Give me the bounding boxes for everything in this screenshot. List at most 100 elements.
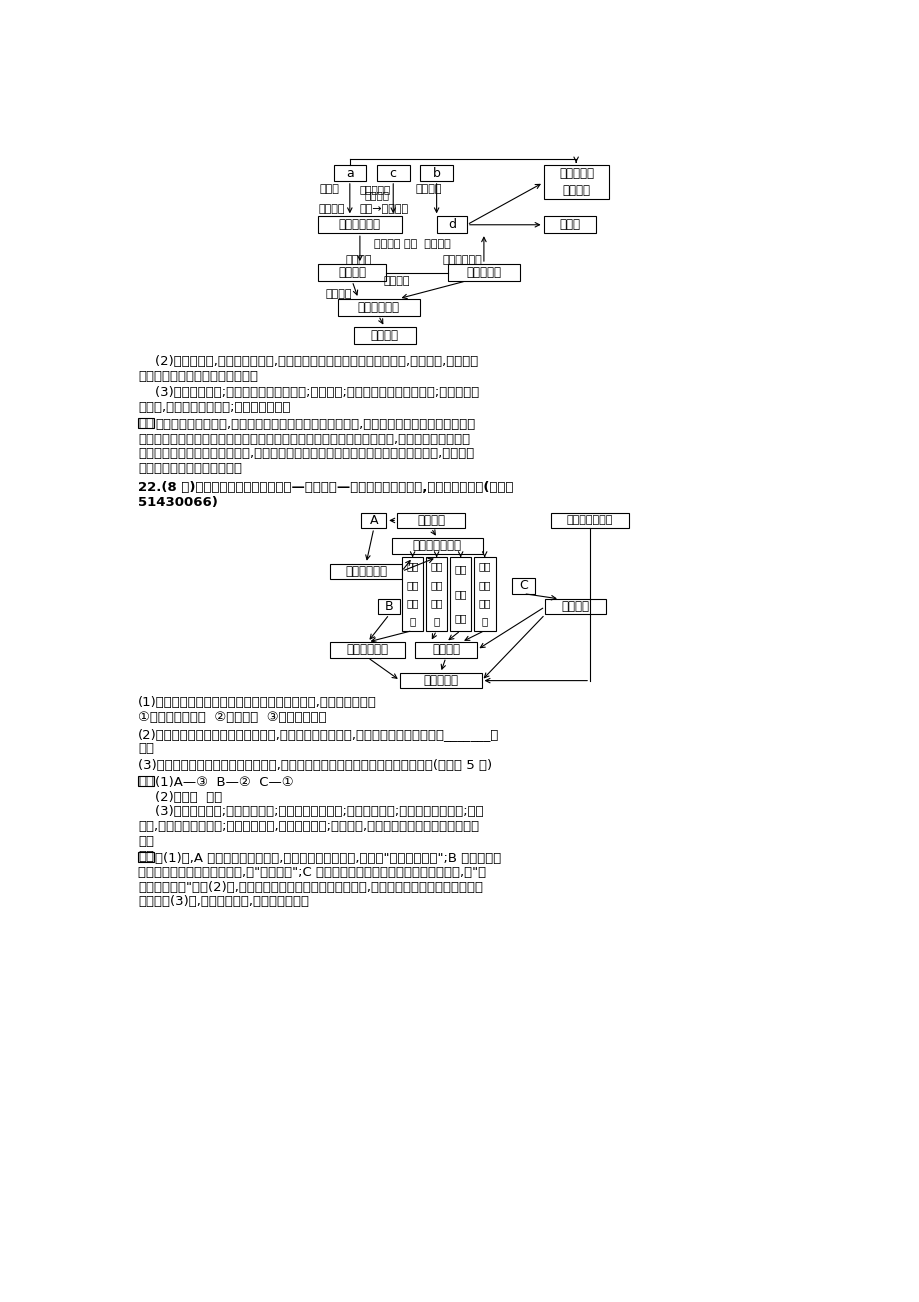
Text: 能源消费量增加: 能源消费量增加	[413, 539, 461, 552]
Bar	[402, 557, 423, 630]
Text: (3)针对图示生态环境问题产生的原因,请你为该地区可持续发展提出合理化建议。(至少答 5 点): (3)针对图示生态环境问题产生的原因,请你为该地区可持续发展提出合理化建议。(至…	[138, 759, 492, 772]
Bar	[473, 557, 495, 630]
Text: 草地超载放牧: 草地超载放牧	[346, 643, 388, 656]
Text: 第(1)题,A 处为人口增加引起的,将导致购煤能力下降,因此为"平均收入减少";B 处是秸秆燃: 第(1)题,A 处为人口增加引起的,将导致购煤能力下降,因此为"平均收入减少";…	[155, 852, 501, 865]
Bar	[543, 216, 596, 233]
Text: 答案: 答案	[138, 775, 153, 788]
Text: 加: 加	[409, 616, 415, 626]
Text: 国际贸易: 国际贸易	[382, 276, 409, 285]
Text: (1)将下列有关内容的数字代号填入相应的空格中,使关联图成立。: (1)将下列有关内容的数字代号填入相应的空格中,使关联图成立。	[138, 697, 377, 710]
Bar	[420, 165, 452, 181]
Text: 煤燃: 煤燃	[454, 565, 467, 574]
Text: 购煤能力下降: 购煤能力下降	[345, 565, 387, 578]
Bar	[334, 165, 366, 181]
Bar	[330, 564, 402, 579]
Bar	[330, 642, 404, 658]
Text: 经济活动: 经济活动	[346, 255, 372, 264]
Bar	[318, 264, 386, 281]
Text: ①耕地生产力下降  ②草场退化  ③平均收入减少: ①耕地生产力下降 ②草场退化 ③平均收入减少	[138, 711, 326, 724]
Bar	[511, 578, 535, 594]
Text: 燃烧: 燃烧	[478, 579, 491, 590]
Text: 放废弃物超过了环境的自净能力。: 放废弃物超过了环境的自净能力。	[138, 370, 258, 383]
Bar	[338, 298, 419, 315]
Text: 环境恶化原因的分析,应从自然原因和人为原因两方面分析,但人为原因是主要的。人类在消: 环境恶化原因的分析,应从自然原因和人为原因两方面分析,但人为原因是主要的。人类在…	[155, 418, 475, 431]
Text: 化学物质: 化学物质	[318, 204, 345, 214]
Text: 51430066): 51430066)	[138, 496, 218, 509]
Text: 成原因中的人为因素来回答。: 成原因中的人为因素来回答。	[138, 462, 242, 475]
Text: B: B	[385, 600, 393, 613]
Text: 危、灭绝: 危、灭绝	[562, 185, 590, 198]
Bar	[361, 513, 386, 529]
Text: 地生产力下降"。第(2)题,图中信息提示该地区为我国西部地区,可以发展太阳能和风能等可再生: 地生产力下降"。第(2)题,图中信息提示该地区为我国西部地区,可以发展太阳能和风…	[138, 881, 482, 893]
Bar	[397, 513, 465, 529]
Text: 海洋污染: 海洋污染	[370, 329, 398, 342]
Text: 增加: 增加	[454, 613, 467, 624]
Bar	[448, 264, 519, 281]
Text: 秸秆: 秸秆	[406, 561, 418, 572]
Text: d: d	[448, 219, 456, 232]
Text: 林木减少: 林木减少	[431, 643, 460, 656]
Bar	[391, 538, 482, 553]
Text: (3)控制人口数量;提高人口素质;提高农业生产技术;退耕还林还草;调整能源消费结构;人工: (3)控制人口数量;提高人口素质;提高农业生产技术;退耕还林还草;调整能源消费结…	[138, 806, 483, 819]
Text: 开垦荒地: 开垦荒地	[561, 600, 589, 613]
Text: 能源。第(3)题,为开放性题目,答案合理即可。: 能源。第(3)题,为开放性题目,答案合理即可。	[138, 896, 309, 909]
Text: 量增: 量增	[406, 598, 418, 608]
Text: 种草,制定合理的载畜量;提高环保意识,加强环境管理;消除贫困,实现生态、经济、社会的协调发: 种草,制定合理的载畜量;提高环保意识,加强环境管理;消除贫困,实现生态、经济、社…	[138, 820, 479, 833]
Text: 一氧化碳: 一氧化碳	[415, 184, 442, 194]
Text: (2)人口的增长,经济活动的增加,以及传统发展方式下资源利用不合理,过度消耗,向环境排: (2)人口的增长,经济活动的增加,以及传统发展方式下资源利用不合理,过度消耗,向…	[138, 355, 478, 368]
Text: 展方式,走可持续发展道路;加强国际协作。: 展方式,走可持续发展道路;加强国际协作。	[138, 401, 290, 414]
Text: 畜养: 畜养	[478, 561, 491, 572]
Bar	[318, 216, 402, 233]
Text: 农田施肥量减少: 农田施肥量减少	[566, 516, 613, 526]
Bar	[353, 327, 415, 344]
Text: 燃烧: 燃烧	[406, 579, 418, 590]
Text: 解析: 解析	[138, 417, 153, 430]
Text: (2)为缓解该地区生活能源不足的问题,遵循因地制宜的原则,该地区可开发的新能源有_______、: (2)为缓解该地区生活能源不足的问题,遵循因地制宜的原则,该地区可开发的新能源有…	[138, 728, 499, 741]
Bar	[545, 599, 605, 615]
Text: 烧量增加和荒漠化扩大引起的,为"草场退化";C 处为农田施肥量减少和荒漠化扩大引起的,为"耕: 烧量增加和荒漠化扩大引起的,为"草场退化";C 处为农田施肥量减少和荒漠化扩大引…	[138, 866, 486, 879]
Bar	[425, 557, 447, 630]
Text: c: c	[390, 167, 396, 180]
Text: 展。: 展。	[138, 835, 154, 848]
Bar	[377, 165, 409, 181]
Bar	[437, 216, 466, 233]
Text: A: A	[369, 514, 378, 527]
Text: 野生物种濒: 野生物种濒	[559, 168, 594, 181]
Text: 燃烧: 燃烧	[430, 579, 442, 590]
Text: 人口过快增长: 人口过快增长	[441, 255, 482, 264]
Bar	[414, 642, 476, 658]
Bar	[138, 852, 153, 862]
Text: 量增: 量增	[478, 598, 491, 608]
Text: 荒漠化: 荒漠化	[559, 219, 580, 232]
Bar	[378, 599, 400, 615]
Text: a: a	[346, 167, 353, 180]
Bar	[138, 418, 153, 428]
Text: 等。: 等。	[138, 742, 154, 755]
Text: 有害物质迁移: 有害物质迁移	[357, 301, 400, 314]
Text: 硫氧化物: 硫氧化物	[364, 190, 389, 201]
Text: 洞、酸雨、全球变暖等环境问题,人类滥伐森林会造成森林锐减。减轻环境问题的措施,应针对形: 洞、酸雨、全球变暖等环境问题,人类滥伐森林会造成森林锐减。减轻环境问题的措施,应…	[138, 448, 474, 461]
Text: 氮氧化合物: 氮氧化合物	[359, 184, 391, 194]
Bar	[138, 776, 153, 786]
Text: 发达国家: 发达国家	[338, 266, 366, 279]
Text: 人口增加: 人口增加	[416, 514, 445, 527]
Text: 加: 加	[481, 616, 487, 626]
Text: 加: 加	[433, 616, 439, 626]
Text: 木材生产 滥伐  滥垦过牧: 木材生产 滥伐 滥垦过牧	[373, 240, 450, 250]
Text: 薪柴: 薪柴	[430, 561, 442, 572]
Text: 量增: 量增	[430, 598, 442, 608]
Text: 资源过度消耗: 资源过度消耗	[338, 219, 380, 232]
Text: (2)太阳能  风能: (2)太阳能 风能	[138, 790, 222, 803]
Text: (3)控制人口数量;资源的合理开发和利用;清洁生产;加强环境保护和污染治理;改变传统发: (3)控制人口数量;资源的合理开发和利用;清洁生产;加强环境保护和污染治理;改变…	[138, 387, 479, 400]
Text: 荒漠化扩大: 荒漠化扩大	[423, 674, 458, 687]
Text: 耗矿物燃料的同时排放了大量氟氯烃、硫氧化物和氮氧化合物、二氧化碳,分别造成了臭氧层空: 耗矿物燃料的同时排放了大量氟氯烃、硫氧化物和氮氧化合物、二氧化碳,分别造成了臭氧…	[138, 432, 470, 445]
Text: 利用→化石燃料: 利用→化石燃料	[359, 204, 409, 214]
Bar	[449, 557, 471, 630]
Text: 烧量: 烧量	[454, 589, 467, 599]
Text: b: b	[432, 167, 440, 180]
Text: (1)A—③  B—②  C—①: (1)A—③ B—② C—①	[155, 776, 294, 789]
Text: 氟氯烃: 氟氯烃	[319, 184, 339, 194]
Text: 国际贸易: 国际贸易	[325, 289, 352, 299]
Bar	[543, 165, 608, 199]
Text: C: C	[518, 579, 528, 592]
